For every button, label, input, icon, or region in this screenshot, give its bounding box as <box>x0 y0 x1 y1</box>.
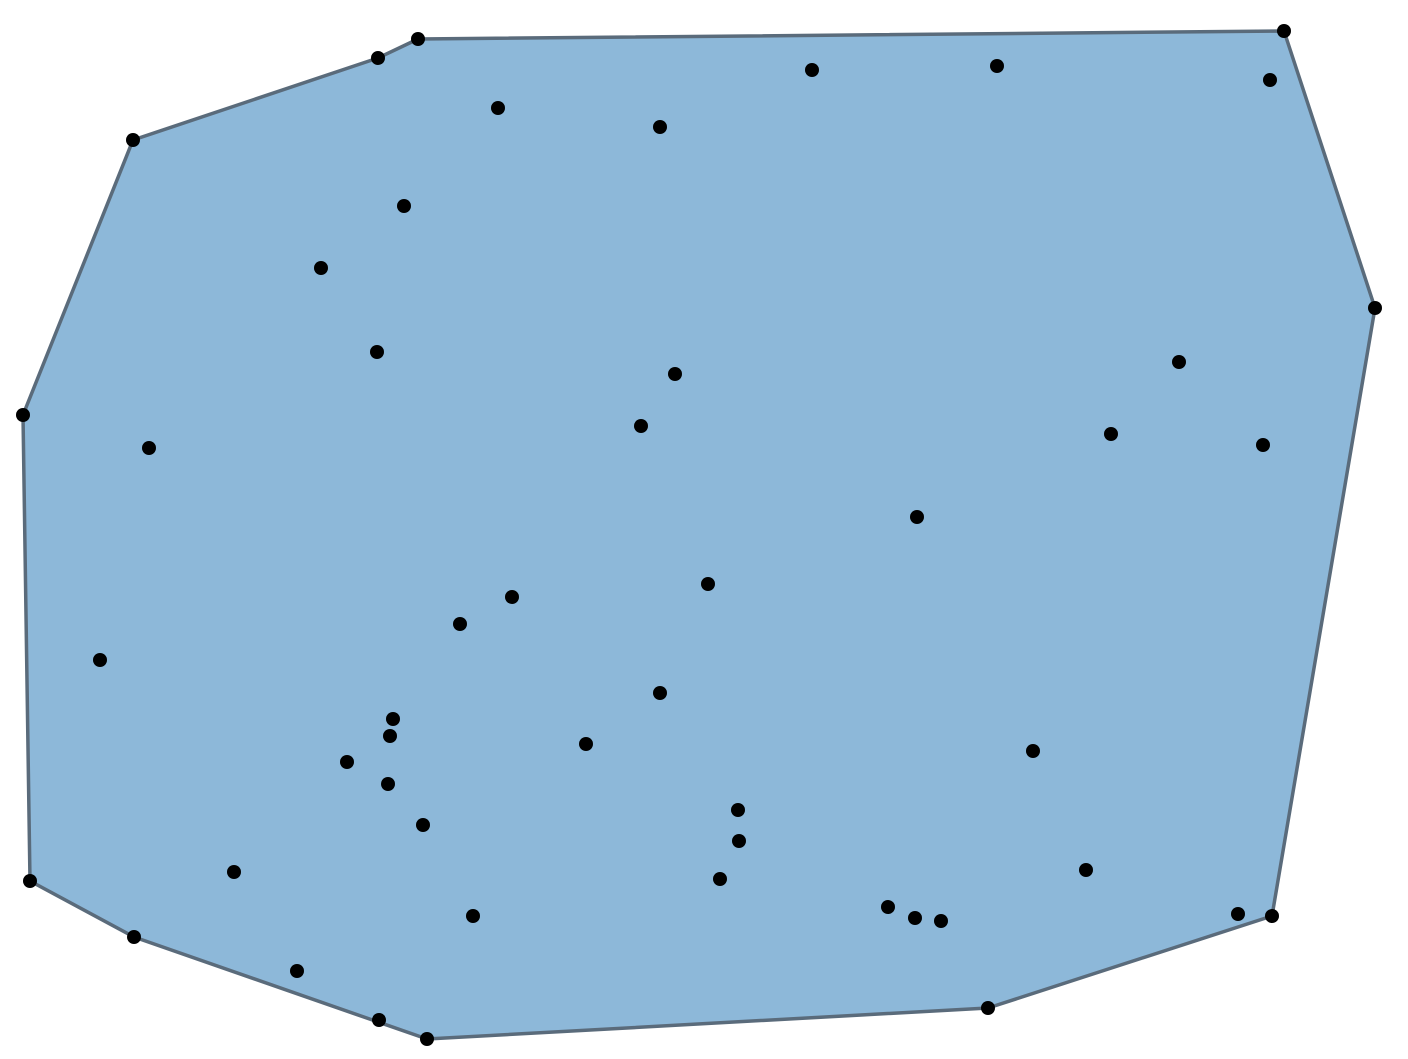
point-27 <box>1256 438 1270 452</box>
point-26 <box>1104 427 1118 441</box>
point-11 <box>290 964 304 978</box>
point-17 <box>990 59 1004 73</box>
point-24 <box>634 419 648 433</box>
point-1 <box>411 32 425 46</box>
point-6 <box>1265 909 1279 923</box>
point-39 <box>381 777 395 791</box>
point-40 <box>1026 744 1040 758</box>
point-35 <box>386 712 400 726</box>
point-10 <box>372 1013 386 1027</box>
point-28 <box>142 441 156 455</box>
point-8 <box>981 1001 995 1015</box>
point-3 <box>1277 24 1291 38</box>
point-22 <box>370 345 384 359</box>
point-9 <box>420 1032 434 1046</box>
point-2 <box>371 51 385 65</box>
point-37 <box>340 755 354 769</box>
point-31 <box>505 590 519 604</box>
point-19 <box>653 120 667 134</box>
point-23 <box>668 367 682 381</box>
point-41 <box>416 818 430 832</box>
point-34 <box>653 686 667 700</box>
point-13 <box>23 874 37 888</box>
point-48 <box>881 900 895 914</box>
point-36 <box>383 729 397 743</box>
point-7 <box>1231 907 1245 921</box>
point-46 <box>1079 863 1093 877</box>
point-33 <box>93 653 107 667</box>
point-49 <box>908 911 922 925</box>
point-32 <box>453 617 467 631</box>
point-14 <box>16 408 30 422</box>
point-21 <box>314 261 328 275</box>
point-20 <box>397 199 411 213</box>
point-18 <box>491 101 505 115</box>
point-4 <box>1263 73 1277 87</box>
point-5 <box>1368 301 1382 315</box>
point-25 <box>1172 355 1186 369</box>
point-15 <box>126 133 140 147</box>
point-29 <box>910 510 924 524</box>
point-30 <box>701 577 715 591</box>
point-43 <box>732 834 746 848</box>
point-12 <box>127 930 141 944</box>
point-50 <box>934 914 948 928</box>
point-45 <box>227 865 241 879</box>
point-set <box>16 24 1382 1046</box>
point-42 <box>731 803 745 817</box>
point-16 <box>805 63 819 77</box>
point-38 <box>579 737 593 751</box>
point-44 <box>713 872 727 886</box>
point-47 <box>466 909 480 923</box>
convex-hull-polygon <box>21 29 1377 1041</box>
